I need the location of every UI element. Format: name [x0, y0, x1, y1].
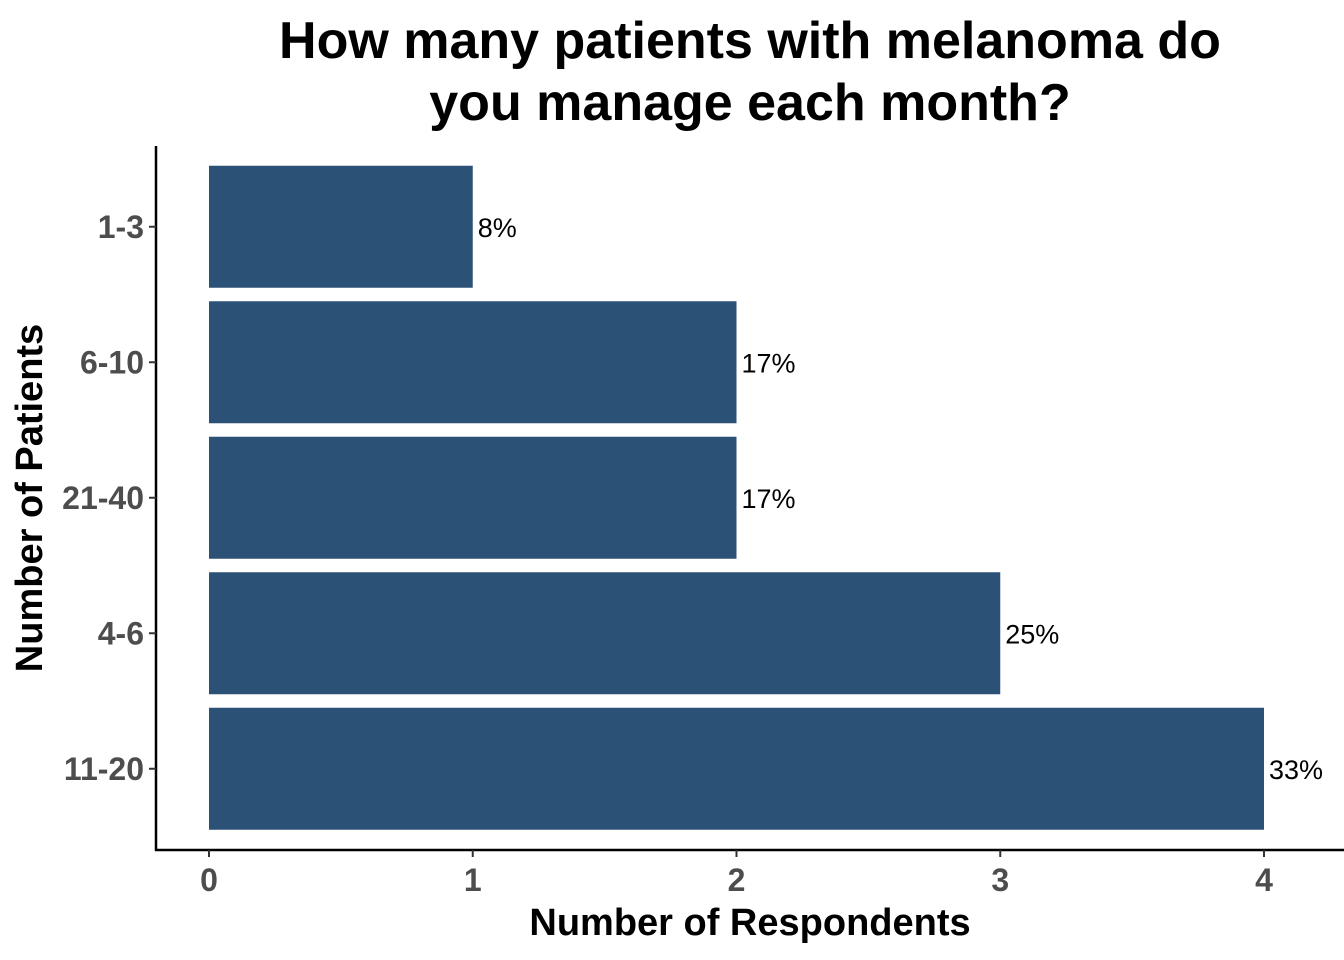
chart-title-line-1: How many patients with melanoma do: [279, 12, 1221, 70]
y-tick-label: 11-20: [64, 751, 144, 787]
bar-4-6: [209, 572, 1001, 695]
y-tick-label: 6-10: [80, 344, 144, 380]
data-label-1-3: 8%: [478, 213, 517, 243]
data-label-21-40: 17%: [742, 484, 796, 514]
x-tick-label: 4: [1255, 862, 1273, 898]
chart-title-line-2: you manage each month?: [429, 74, 1070, 132]
y-tick-label: 21-40: [62, 480, 144, 516]
chart-title: How many patients with melanoma do you m…: [279, 12, 1221, 132]
data-labels: 8% 17% 17% 25% 33%: [478, 213, 1323, 785]
bar-6-10: [209, 301, 737, 424]
x-tick-label: 3: [991, 862, 1009, 898]
bar-21-40: [209, 436, 737, 559]
bar-11-20: [209, 707, 1264, 830]
x-tick-label: 2: [728, 862, 746, 898]
y-axis-title: Number of Patients: [9, 324, 51, 672]
x-tick-label: 0: [200, 862, 218, 898]
y-tick-label: 4-6: [98, 615, 144, 651]
data-label-6-10: 17%: [742, 348, 796, 378]
y-tick-label: 1-3: [98, 209, 144, 245]
data-label-11-20: 33%: [1269, 755, 1323, 785]
bars: [209, 165, 1264, 830]
x-axis-title: Number of Respondents: [529, 902, 970, 944]
x-tick-label: 1: [464, 862, 482, 898]
bar-1-3: [209, 165, 473, 288]
data-label-4-6: 25%: [1005, 619, 1059, 649]
y-axis-ticks: 1-3 6-10 21-40 4-6 11-20: [62, 209, 156, 787]
x-axis-ticks: 0 1 2 3 4: [200, 850, 1273, 898]
